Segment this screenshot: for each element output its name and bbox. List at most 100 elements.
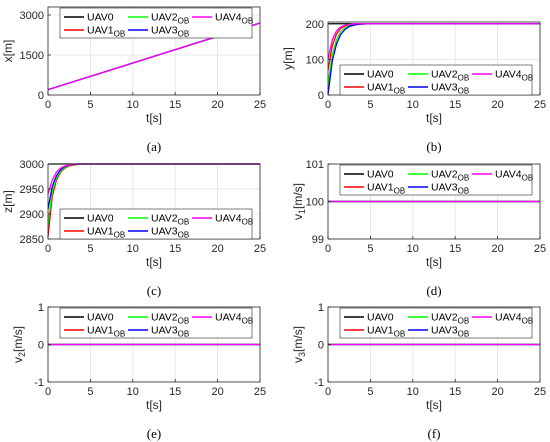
y-tick-label: 2950: [20, 184, 44, 196]
y-tick-label: 3000: [20, 10, 44, 22]
legend-box: [339, 307, 533, 339]
x-tick-label: 20: [211, 386, 223, 398]
y-tick-label: -1: [34, 377, 44, 389]
legend: UAV0 UAV2OB UAV4OB UAV1OB UAV3OB: [59, 307, 253, 339]
legend-label: UAV0: [87, 12, 114, 24]
x-tick-label: 5: [367, 243, 373, 255]
x-tick-label: 20: [211, 99, 223, 111]
legend-label: UAV1OB: [87, 25, 125, 39]
legend-label: UAV1OB: [367, 82, 405, 96]
legend-label: UAV0: [367, 169, 394, 181]
y-axis-label: v1[m/s]: [291, 183, 307, 220]
x-tick-label: 0: [45, 99, 51, 111]
panel-caption: (f): [428, 426, 441, 441]
y-tick-label: 200: [306, 19, 324, 31]
legend-label: UAV2OB: [151, 213, 189, 227]
legend-box: [339, 164, 533, 196]
x-tick-label: 15: [169, 386, 181, 398]
x-tick-label: 5: [87, 99, 93, 111]
x-tick-label: 0: [325, 99, 331, 111]
x-axis-label: t[s]: [426, 111, 442, 125]
y-axis-label: x[m]: [1, 40, 15, 63]
legend-box: [59, 7, 253, 39]
x-tick-label: 10: [407, 386, 419, 398]
x-tick-label: 25: [254, 99, 266, 111]
panel-caption: (c): [147, 283, 161, 298]
x-tick-label: 25: [254, 243, 266, 255]
x-tick-label: 0: [45, 386, 51, 398]
panel-caption: (a): [147, 139, 161, 154]
x-tick-label: 15: [449, 243, 461, 255]
y-tick-label: 1: [38, 302, 44, 314]
y-tick-label: 0: [318, 340, 324, 352]
x-axis-label: t[s]: [146, 255, 162, 269]
x-tick-label: 20: [491, 243, 503, 255]
legend-label: UAV4OB: [215, 213, 253, 227]
legend-label: UAV3OB: [431, 325, 469, 339]
x-tick-label: 25: [534, 386, 546, 398]
y-tick-label: 0: [38, 90, 44, 102]
legend-label: UAV3OB: [151, 226, 189, 240]
x-tick-label: 25: [254, 386, 266, 398]
x-tick-label: 15: [449, 386, 461, 398]
y-axis-label: z[m]: [1, 190, 15, 213]
legend-label: UAV2OB: [431, 169, 469, 183]
legend-label: UAV1OB: [367, 325, 405, 339]
y-tick-label: 101: [306, 159, 324, 171]
y-tick-label: 2850: [20, 234, 44, 246]
legend-label: UAV1OB: [87, 325, 125, 339]
y-tick-label: 100: [306, 197, 324, 209]
x-tick-label: 0: [325, 386, 331, 398]
legend-label: UAV2OB: [151, 312, 189, 326]
legend-label: UAV3OB: [151, 25, 189, 39]
legend-label: UAV4OB: [495, 169, 533, 183]
y-tick-label: -1: [314, 377, 324, 389]
x-tick-label: 15: [449, 99, 461, 111]
x-tick-label: 0: [325, 243, 331, 255]
series-line-uav4ob: [328, 23, 540, 60]
x-axis-label: t[s]: [146, 111, 162, 125]
x-tick-label: 20: [491, 386, 503, 398]
y-tick-label: 100: [306, 54, 324, 66]
y-tick-label: 1: [318, 302, 324, 314]
legend-label: UAV4OB: [495, 312, 533, 326]
legend-label: UAV2OB: [431, 312, 469, 326]
axes-box: [47, 6, 261, 96]
legend: UAV0 UAV2OB UAV4OB UAV1OB UAV3OB: [59, 7, 253, 39]
x-tick-label: 25: [534, 243, 546, 255]
legend-label: UAV1OB: [367, 182, 405, 196]
x-tick-label: 25: [534, 99, 546, 111]
y-tick-label: 2900: [20, 209, 44, 221]
x-tick-label: 20: [491, 99, 503, 111]
legend-label: UAV4OB: [215, 12, 253, 26]
y-tick-label: 3000: [20, 159, 44, 171]
legend-label: UAV2OB: [431, 69, 469, 83]
y-tick-label: 0: [318, 90, 324, 102]
x-tick-label: 15: [169, 243, 181, 255]
legend: UAV0 UAV2OB UAV4OB UAV1OB UAV3OB: [339, 164, 533, 196]
y-tick-label: 99: [312, 234, 324, 246]
legend-label: UAV0: [367, 312, 394, 324]
legend-label: UAV4OB: [495, 69, 533, 83]
x-tick-label: 5: [87, 386, 93, 398]
x-tick-label: 5: [367, 99, 373, 111]
x-tick-label: 10: [127, 99, 139, 111]
legend-label: UAV4OB: [215, 312, 253, 326]
x-tick-label: 10: [407, 99, 419, 111]
x-tick-label: 10: [407, 243, 419, 255]
panel-caption: (b): [426, 139, 441, 154]
x-axis-label: t[s]: [146, 398, 162, 412]
legend: UAV0 UAV2OB UAV4OB UAV1OB UAV3OB: [339, 307, 533, 339]
x-tick-label: 20: [211, 243, 223, 255]
legend-label: UAV2OB: [151, 12, 189, 26]
y-axis-label: v2[m/s]: [11, 326, 27, 363]
legend-label: UAV3OB: [151, 325, 189, 339]
y-tick-label: 0: [38, 340, 44, 352]
legend-label: UAV3OB: [431, 82, 469, 96]
x-tick-label: 10: [127, 386, 139, 398]
legend-box: [59, 307, 253, 339]
